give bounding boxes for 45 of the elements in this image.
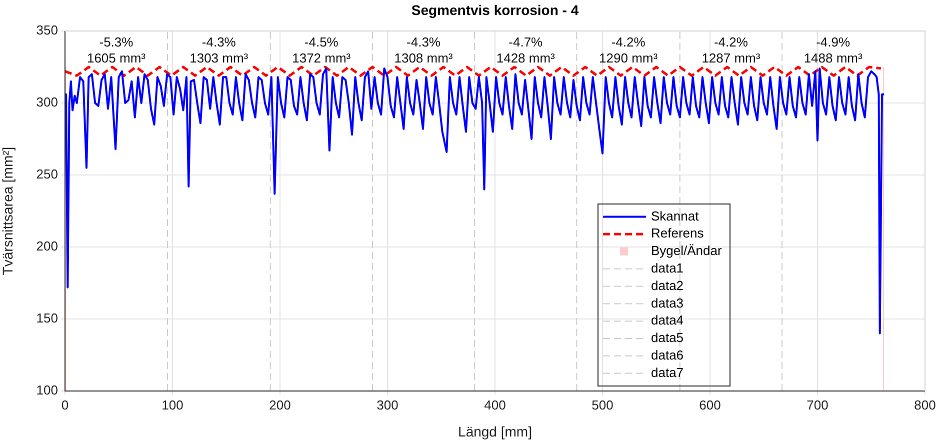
annotation: -4.5% [304,34,339,50]
y-tick-label: 150 [36,310,58,326]
x-tick-label: 200 [269,397,291,412]
legend-label: data6 [651,347,684,362]
legend-label: data1 [651,260,684,276]
y-axis-title: Tvärsnittsarea [mm²] [0,146,16,276]
annotation: 1308 mm³ [394,50,454,66]
annotation: -4.2% [611,34,646,50]
legend-label: data4 [651,312,684,328]
legend-label: data3 [651,295,684,310]
x-tick-label: 700 [806,397,828,412]
x-tick-label: 500 [592,397,614,412]
legend-label: Referens [651,226,704,241]
legend-label: data7 [651,364,684,380]
x-tick-label: 300 [376,397,398,412]
legend-label: Skannat [651,208,700,224]
line-series [65,66,882,77]
annotation: -5.3% [99,34,134,50]
chart-title: Segmentvis korrosion - 4 [411,2,579,18]
legend-label: data5 [651,330,684,346]
annotation: -4.7% [508,34,544,50]
x-tick-label: 100 [162,397,184,412]
y-tick-label: 300 [36,94,58,110]
annotation: 1605 mm³ [86,50,146,66]
x-tick-label: 400 [484,397,506,412]
legend-label: Bygel/Ändar [651,243,722,258]
x-axis-title: Längd [mm] [458,423,532,440]
annotation: 1303 mm³ [190,50,249,66]
x-tick-label: 600 [699,397,721,412]
annotation: -4.3% [406,34,441,50]
y-tick-label: 350 [36,22,58,38]
annotation: -4.9% [816,34,851,50]
y-tick-label: 200 [36,238,58,254]
annotation: 1287 mm³ [702,50,761,66]
y-tick-label: 250 [36,166,58,182]
y-tick-label: 100 [36,382,58,398]
annotation: 1290 mm³ [599,50,658,66]
x-tick-label: 800 [914,397,936,412]
annotation: -4.2% [714,34,748,50]
annotation: 1488 mm³ [804,50,864,66]
annotation: -4.3% [202,34,236,50]
legend-label: data2 [651,278,684,293]
annotation: 1428 mm³ [496,50,556,66]
x-tick-label: 0 [61,397,69,412]
annotation: 1372 mm³ [292,50,352,66]
